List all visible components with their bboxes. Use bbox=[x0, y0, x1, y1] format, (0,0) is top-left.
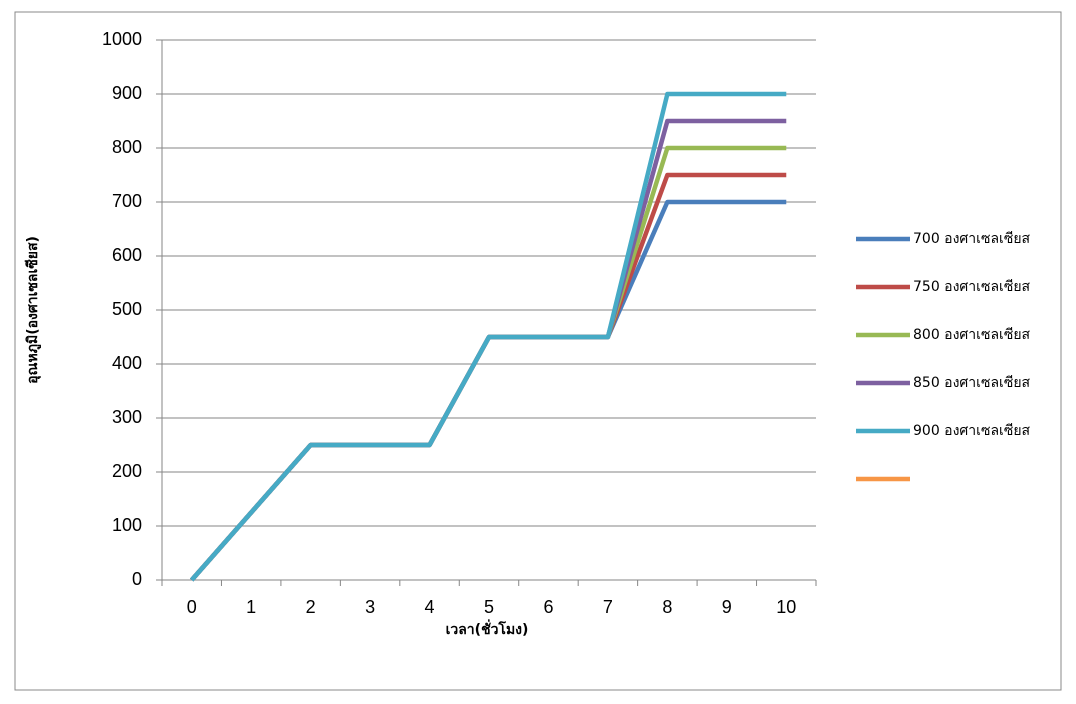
x-tick-label: 6 bbox=[543, 597, 553, 617]
series-line bbox=[190, 91, 787, 582]
y-tick-label: 900 bbox=[112, 83, 142, 103]
x-tick-label: 4 bbox=[425, 597, 435, 617]
x-tick-label: 0 bbox=[187, 597, 197, 617]
y-tick-label: 700 bbox=[112, 191, 142, 211]
y-tick-label: 100 bbox=[112, 515, 142, 535]
legend-label: 750 องศาเซลเซียส bbox=[913, 279, 1031, 295]
y-tick-label: 300 bbox=[112, 407, 142, 427]
y-tick-label: 600 bbox=[112, 245, 142, 265]
legend-label: 900 องศาเซลเซียส bbox=[913, 423, 1031, 439]
x-tick-label: 1 bbox=[246, 597, 256, 617]
y-tick-label: 0 bbox=[132, 569, 142, 589]
y-tick-label: 1000 bbox=[102, 29, 142, 49]
chart-border bbox=[14, 11, 1062, 691]
y-axis-title: อุณหภูมิ(องศาเซลเซียส) bbox=[25, 236, 41, 384]
y-tick-label: 200 bbox=[112, 461, 142, 481]
y-tick-label: 400 bbox=[112, 353, 142, 373]
x-axis-title: เวลา(ชั่วโมง) bbox=[446, 619, 529, 638]
x-tick-label: 9 bbox=[722, 597, 732, 617]
x-tick-label: 3 bbox=[365, 597, 375, 617]
legend-label: 700 องศาเซลเซียส bbox=[913, 231, 1031, 247]
x-tick-label: 7 bbox=[603, 597, 613, 617]
legend-label: 800 องศาเซลเซียส bbox=[913, 327, 1031, 343]
y-tick-label: 500 bbox=[112, 299, 142, 319]
x-tick-label: 5 bbox=[484, 597, 494, 617]
y-tick-label: 800 bbox=[112, 137, 142, 157]
x-tick-label: 10 bbox=[776, 597, 796, 617]
x-tick-label: 8 bbox=[662, 597, 672, 617]
legend-label: 850 องศาเซลเซียส bbox=[913, 375, 1031, 391]
x-tick-label: 2 bbox=[306, 597, 316, 617]
